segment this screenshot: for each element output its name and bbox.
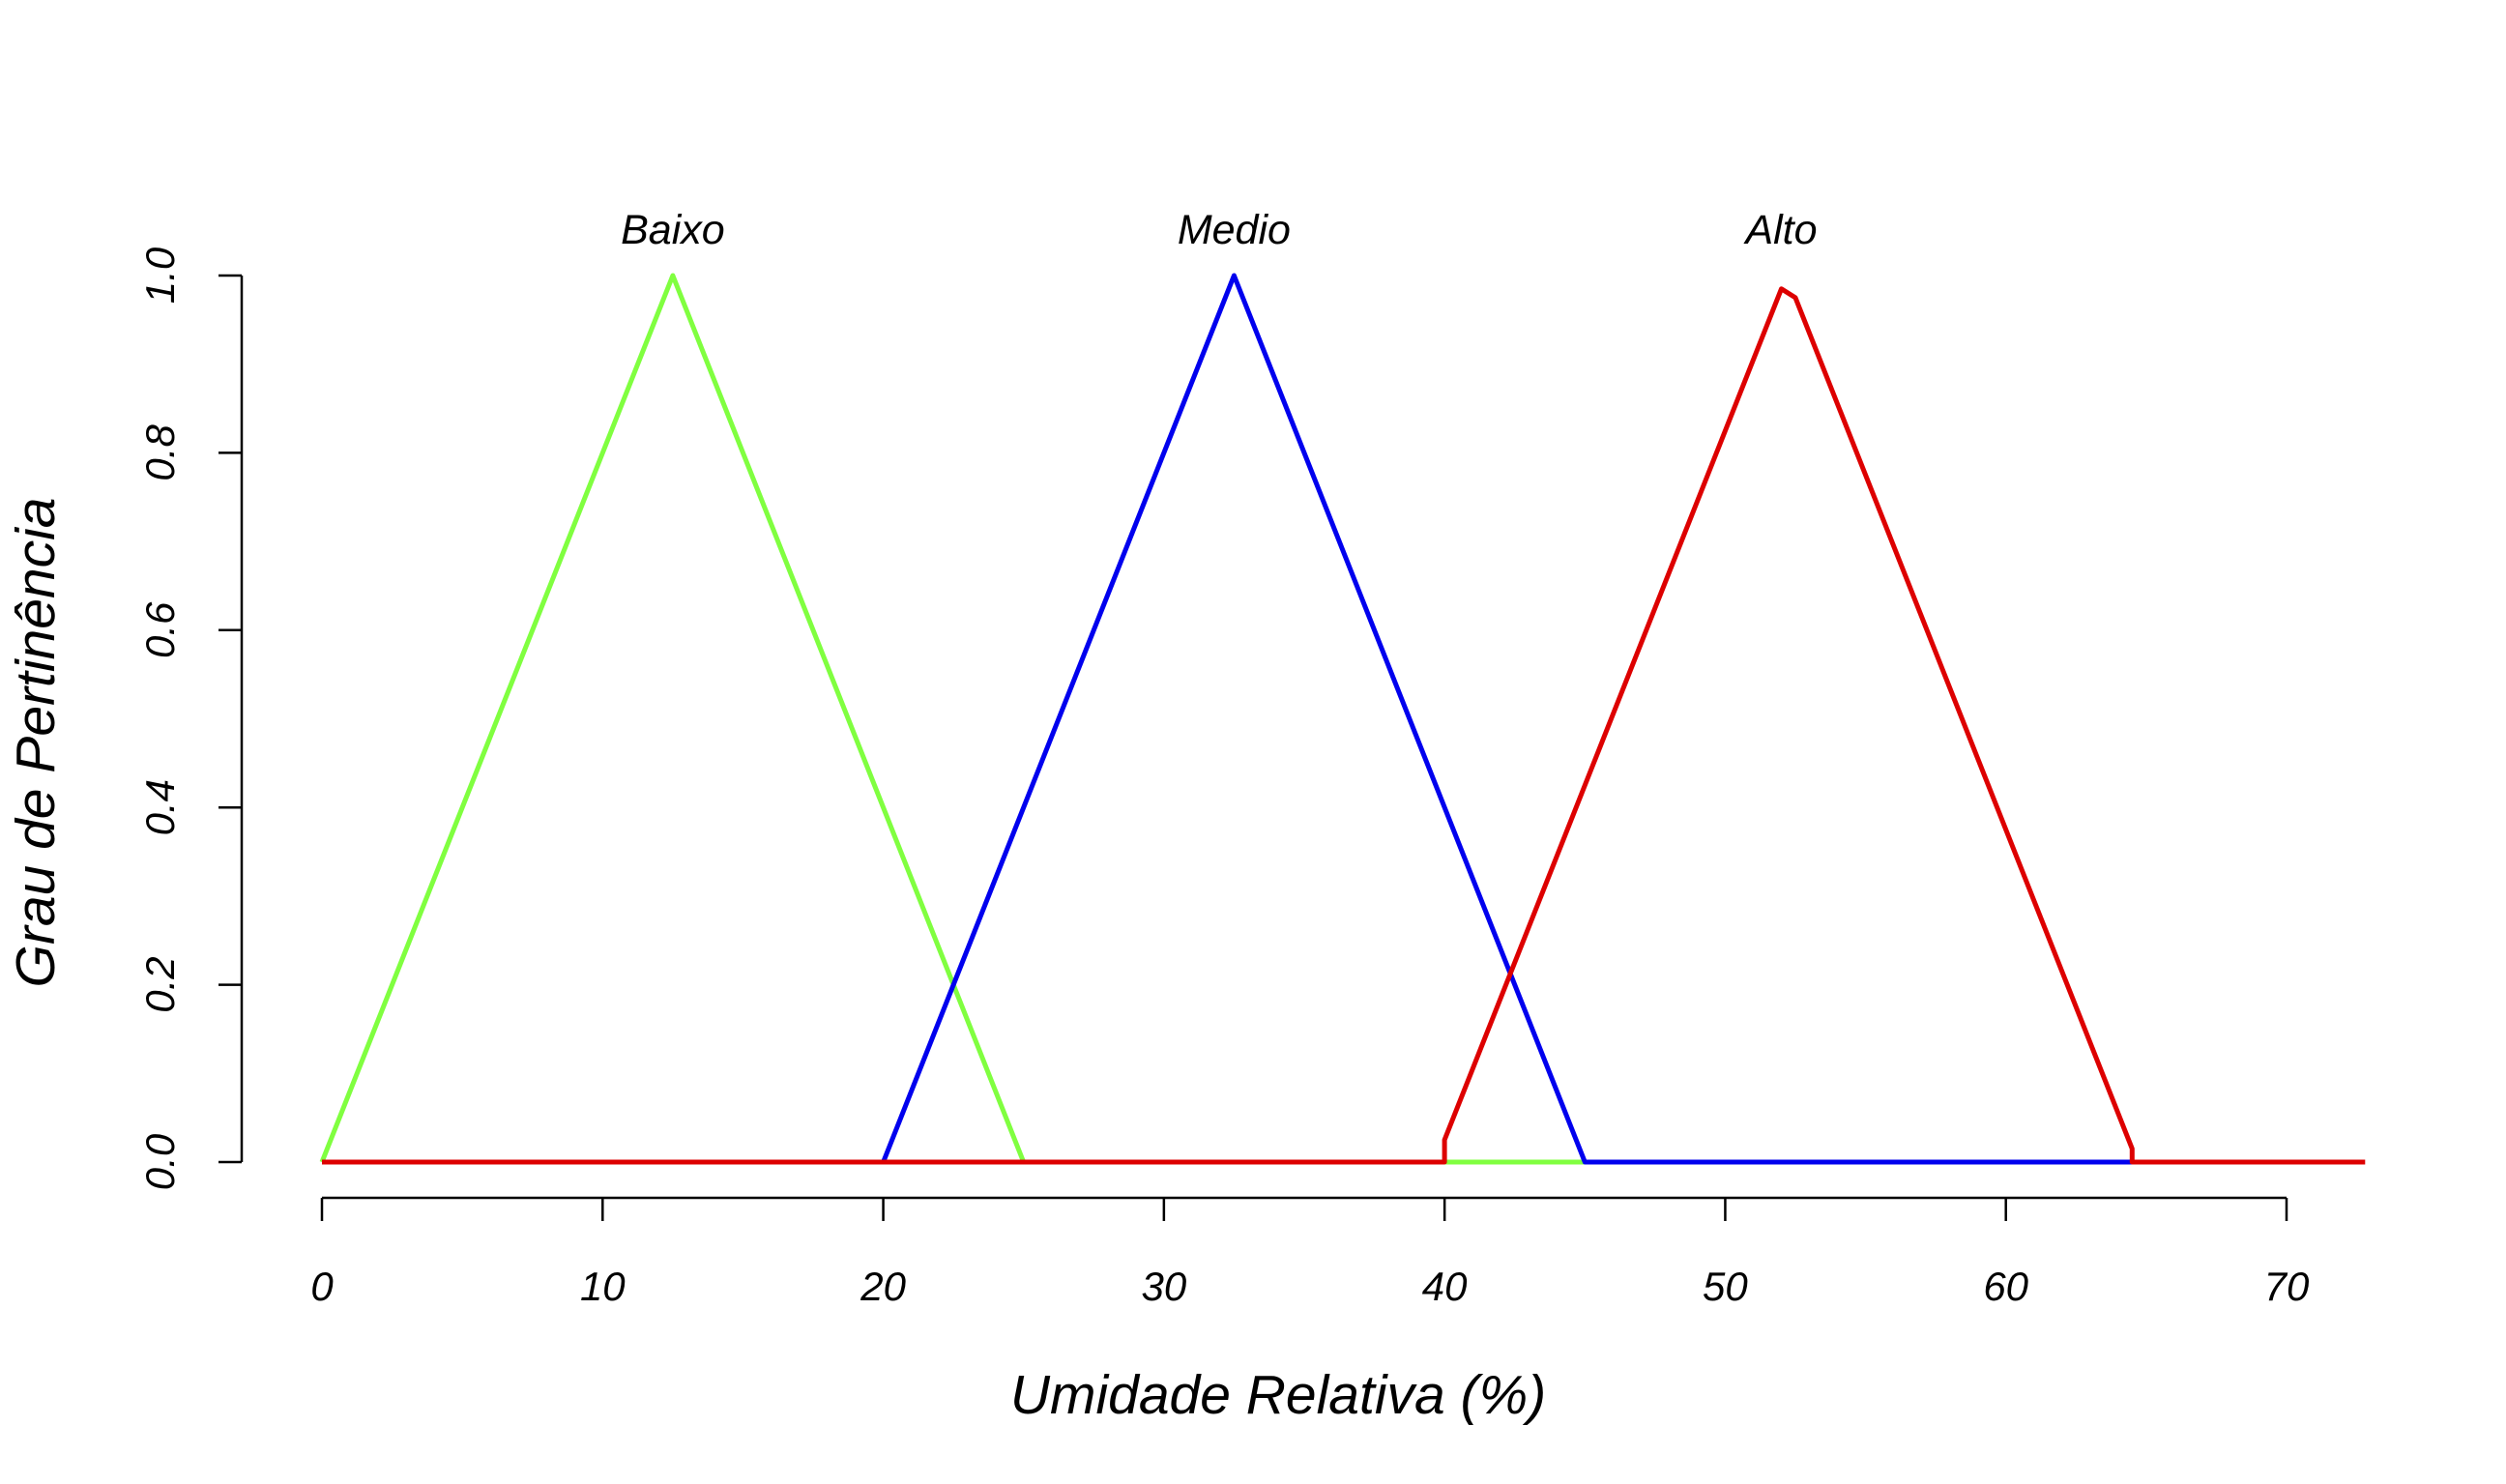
- x-tick-label: 30: [1142, 1264, 1187, 1309]
- series-label-medio: Medio: [1178, 207, 1291, 253]
- y-axis-title: Grau de Pertinência: [5, 498, 67, 988]
- y-tick-label: 0.2: [137, 956, 183, 1012]
- x-axis: 0 10 20 30 40 50 60 70: [310, 1196, 2310, 1309]
- series-line-baixo: [319, 273, 1586, 1165]
- series-label-baixo: Baixo: [621, 207, 725, 253]
- x-axis-title: Umidade Relativa (%): [1010, 1364, 1546, 1426]
- y-tick-label: 0.6: [137, 601, 183, 658]
- y-tick-label: 0.0: [137, 1133, 183, 1190]
- x-tick-label: 70: [2264, 1264, 2310, 1309]
- x-tick-label: 50: [1703, 1264, 1748, 1309]
- y-axis: 0.0 0.2 0.4 0.6 0.8 1.0: [137, 247, 244, 1190]
- series-label-alto: Alto: [1742, 207, 1817, 253]
- series-labels: Baixo Medio Alto: [621, 207, 1817, 253]
- x-tick-label: 40: [1422, 1264, 1468, 1309]
- series-line-alto: [322, 286, 2366, 1165]
- y-tick-label: 1.0: [137, 247, 183, 304]
- x-tick-label: 60: [1983, 1264, 2028, 1309]
- x-tick-label: 0: [310, 1264, 334, 1309]
- y-tick-label: 0.4: [137, 779, 183, 835]
- x-tick-label: 20: [860, 1264, 906, 1309]
- series-layer: [319, 273, 2366, 1165]
- x-tick-label: 10: [580, 1264, 626, 1309]
- series-line-medio: [881, 273, 2133, 1165]
- y-tick-label: 0.8: [137, 424, 183, 481]
